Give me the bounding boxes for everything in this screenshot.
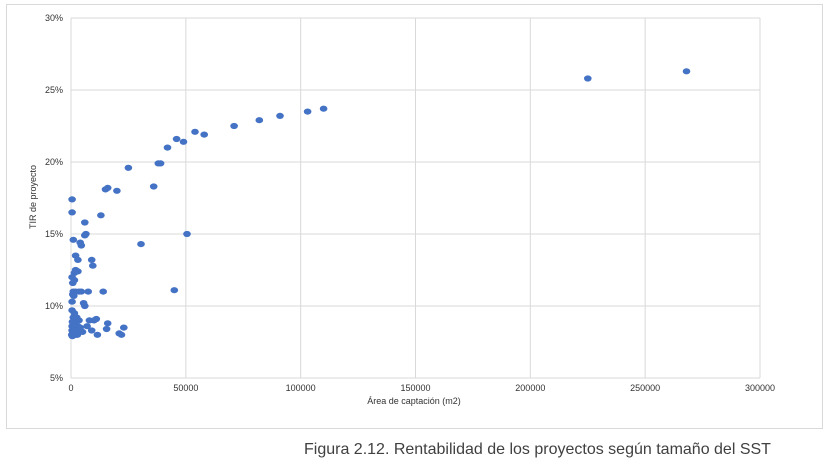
scatter-chart: 5% 10% 15% 20% 25% 30% 0 50000 100000 150000 2000…	[28, 13, 775, 406]
data-point	[172, 135, 181, 143]
y-tick-label: 10%	[45, 301, 63, 311]
data-point	[137, 241, 145, 248]
data-point	[68, 196, 76, 203]
data-point	[149, 183, 158, 190]
data-point	[92, 315, 101, 323]
data-point	[81, 219, 89, 226]
data-point	[179, 138, 188, 145]
data-point	[117, 331, 126, 338]
data-point	[70, 292, 78, 299]
data-point	[319, 105, 328, 112]
data-point	[682, 68, 691, 75]
data-point	[83, 323, 91, 330]
y-tick-labels: 5% 10% 15% 20% 25% 30%	[45, 13, 63, 383]
x-axis-title: Área de captación (m2)	[367, 396, 461, 406]
data-point	[93, 331, 102, 338]
x-tick-labels: 0 50000 100000 150000 200000 250000 300000	[68, 383, 775, 393]
data-point	[97, 212, 105, 219]
data-point	[87, 256, 96, 263]
x-tick-label: 100000	[286, 383, 316, 393]
data-point	[81, 302, 89, 310]
data-point	[74, 256, 82, 263]
y-tick-label: 20%	[45, 157, 63, 167]
y-tick-label: 5%	[50, 373, 63, 383]
data-point	[124, 164, 133, 171]
y-axis-title: TIR de proyecto	[28, 165, 38, 229]
data-point	[69, 236, 78, 243]
data-point	[68, 209, 76, 216]
data-point	[170, 287, 179, 294]
y-tick-label: 15%	[45, 229, 63, 239]
data-point	[191, 128, 199, 135]
x-tick-label: 0	[68, 383, 73, 393]
grid-lines	[70, 17, 761, 379]
data-point	[163, 144, 172, 151]
x-tick-label: 300000	[745, 383, 775, 393]
data-point	[303, 108, 312, 115]
data-point	[154, 160, 163, 167]
chart-frame	[6, 4, 823, 429]
data-point	[103, 320, 112, 327]
data-point	[255, 117, 264, 124]
x-tick-label: 200000	[515, 383, 545, 393]
data-point	[84, 288, 92, 295]
data-point	[77, 242, 86, 249]
x-tick-label: 250000	[630, 383, 660, 393]
data-point	[89, 262, 97, 269]
data-point	[99, 288, 107, 295]
y-tick-label: 25%	[45, 85, 63, 95]
data-point	[69, 279, 77, 287]
figure-caption: Figura 2.12. Rentabilidad de los proyect…	[304, 441, 771, 458]
data-point	[77, 288, 86, 295]
y-tick-label: 30%	[45, 13, 63, 23]
data-point	[584, 75, 592, 82]
data-point	[101, 186, 110, 193]
data-point	[183, 230, 191, 238]
x-tick-label: 150000	[400, 383, 430, 393]
data-point	[276, 112, 284, 119]
data-point	[113, 187, 121, 194]
data-point	[102, 325, 111, 333]
x-tick-label: 50000	[173, 383, 198, 393]
data-point	[67, 331, 76, 338]
data-points	[67, 68, 691, 340]
data-point	[120, 324, 128, 331]
data-point	[81, 232, 89, 239]
data-point	[200, 131, 208, 138]
data-point	[68, 298, 76, 305]
data-point	[87, 327, 96, 334]
data-point	[230, 122, 238, 130]
